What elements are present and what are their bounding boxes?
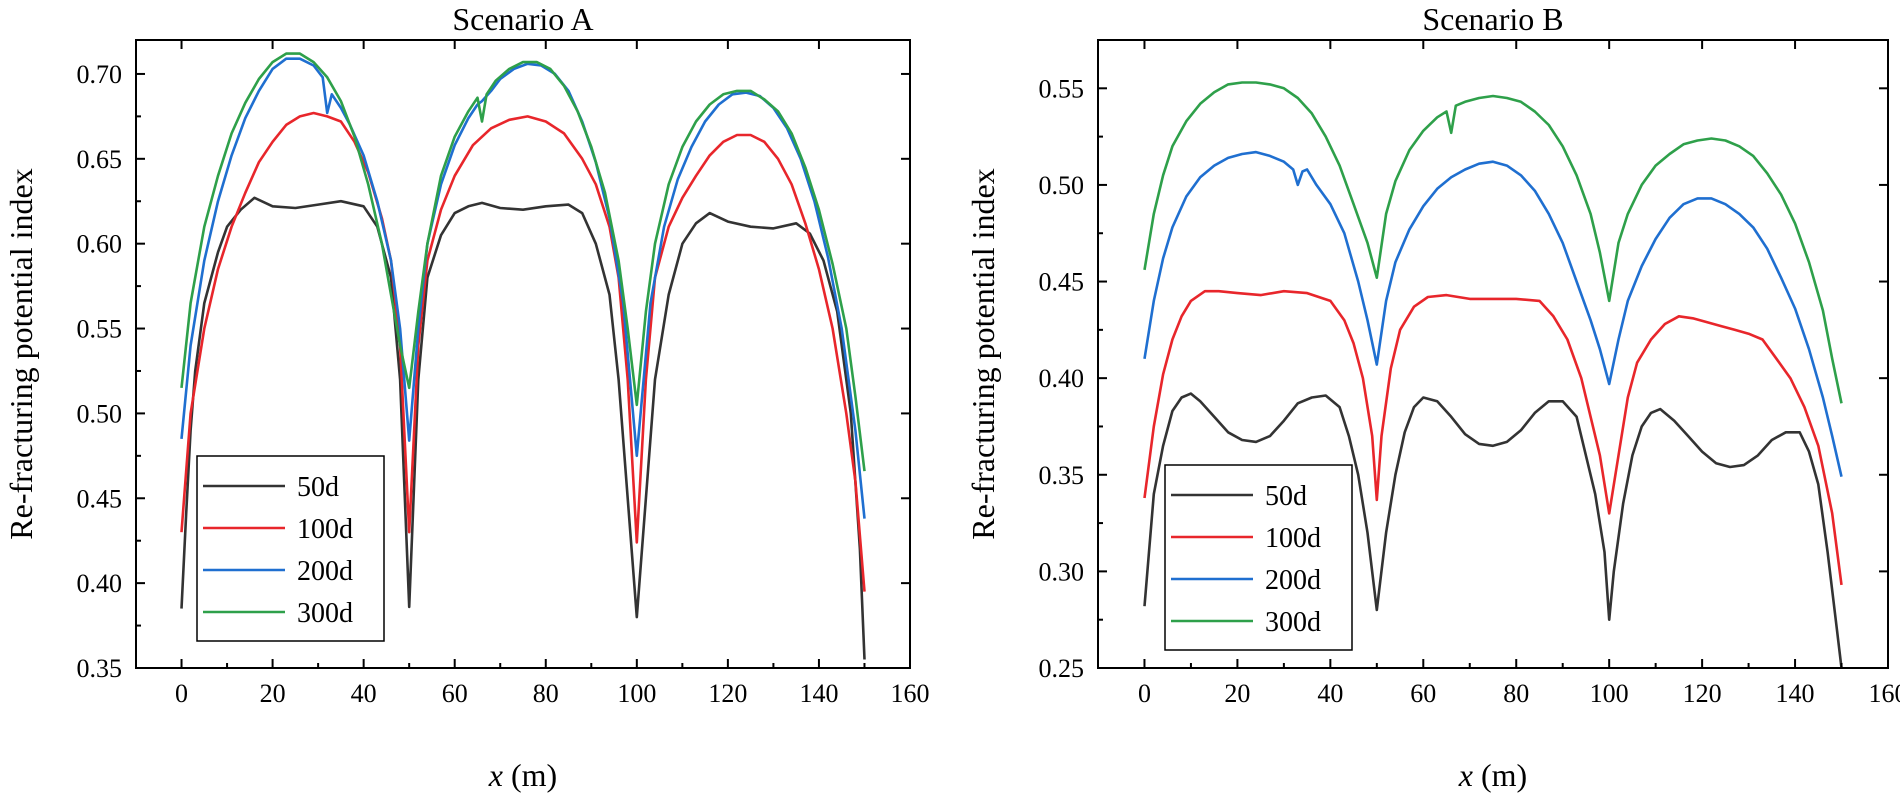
- chart-2-x-tick-label: 100: [1590, 679, 1629, 708]
- chart-1-y-tick-label: 0.45: [77, 484, 123, 513]
- chart-2-title: Scenario B: [1422, 1, 1563, 37]
- chart-2-x-tick-label: 40: [1317, 679, 1343, 708]
- chart-1-legend-label-50d: 50d: [297, 472, 339, 503]
- chart-1-x-tick-label: 120: [708, 679, 747, 708]
- chart-2-y-tick-label: 0.30: [1039, 557, 1085, 586]
- chart-2-series-line-300d: [1143, 81, 1843, 404]
- chart-1-y-axis-label: Re-fracturing potential index: [3, 168, 39, 539]
- chart-1-x-tick-label: 60: [442, 679, 468, 708]
- chart-2-y-tick-label: 0.25: [1039, 654, 1085, 683]
- chart-2-x-tick-label: 160: [1869, 679, 1900, 708]
- chart-2-x-tick-label: 120: [1683, 679, 1722, 708]
- chart-1-x-tick-label: 0: [175, 679, 188, 708]
- chart-1-x-axis-unit: (m): [503, 757, 557, 793]
- chart-1-y-tick-label: 0.70: [77, 60, 123, 89]
- chart-2-legend-label-50d: 50d: [1265, 481, 1307, 512]
- chart-2-series-line-50d: [1143, 392, 1843, 669]
- chart-2-x-tick-label: 140: [1776, 679, 1815, 708]
- chart-1-x-tick-label: 80: [533, 679, 559, 708]
- chart-1-series-line-50d: [180, 196, 866, 660]
- chart-2-x-tick-label: 60: [1410, 679, 1436, 708]
- chart-2-x-tick-label: 80: [1503, 679, 1529, 708]
- chart-1-legend-label-300d: 300d: [297, 598, 353, 629]
- chart-2-series-line-200d: [1143, 150, 1843, 477]
- chart-2-x-tick-label: 0: [1138, 679, 1151, 708]
- chart-2-series-line-100d: [1143, 289, 1843, 586]
- chart-2-y-tick-label: 0.55: [1039, 74, 1085, 103]
- chart-1-series-line-300d: [180, 52, 866, 472]
- chart-1-y-tick-label: 0.40: [77, 569, 123, 598]
- chart-2-plot-frame: [1097, 39, 1889, 669]
- chart-2-y-tick-label: 0.45: [1039, 268, 1085, 297]
- chart-2-legend-label-200d: 200d: [1265, 565, 1321, 596]
- chart-2-y-tick-label: 0.40: [1039, 364, 1085, 393]
- chart-1-x-axis-variable: x: [488, 757, 503, 793]
- chart-2-y-tick-label: 0.50: [1039, 171, 1085, 200]
- chart-1-legend-label-200d: 200d: [297, 556, 353, 587]
- chart-1-series-line-200d: [180, 57, 866, 519]
- chart-1-title: Scenario A: [452, 1, 593, 37]
- chart-2-x-tick-label: 20: [1224, 679, 1250, 708]
- chart-1-y-tick-label: 0.35: [77, 654, 123, 683]
- chart-1-x-tick-label: 160: [891, 679, 930, 708]
- chart-1-y-tick-label: 0.60: [77, 230, 123, 259]
- chart-1-x-tick-label: 40: [351, 679, 377, 708]
- chart-2-legend-label-300d: 300d: [1265, 607, 1321, 638]
- chart-2-panel: Scenario B 0 20 40 60 80 100 120 140 160 0.25 0.30 0…: [965, 1, 1900, 793]
- chart-2-y-axis-label: Re-fracturing potential index: [965, 168, 1001, 539]
- chart-1-x-tick-label: 20: [260, 679, 286, 708]
- chart-1-x-axis-label: x (m): [488, 757, 557, 793]
- chart-1-series-line-100d: [180, 111, 866, 592]
- chart-1-y-tick-label: 0.55: [77, 315, 123, 344]
- chart-2-x-axis-label: x (m): [1458, 757, 1527, 793]
- chart-2-x-axis-unit: (m): [1473, 757, 1527, 793]
- chart-1-plot-frame: [135, 39, 911, 669]
- chart-2-y-tick-label: 0.35: [1039, 461, 1085, 490]
- chart-2-legend-label-100d: 100d: [1265, 523, 1321, 554]
- chart-1-legend-label-100d: 100d: [297, 514, 353, 545]
- chart-1-y-tick-label: 0.50: [77, 399, 123, 428]
- chart-1-panel: Scenario A 0 20 40 60 80 100 120 140 160 0.35 0.40 0…: [3, 1, 930, 793]
- chart-1-x-tick-label: 100: [617, 679, 656, 708]
- chart-1-y-tick-label: 0.65: [77, 145, 123, 174]
- chart-2-x-axis-variable: x: [1458, 757, 1473, 793]
- chart-1-x-tick-label: 140: [799, 679, 838, 708]
